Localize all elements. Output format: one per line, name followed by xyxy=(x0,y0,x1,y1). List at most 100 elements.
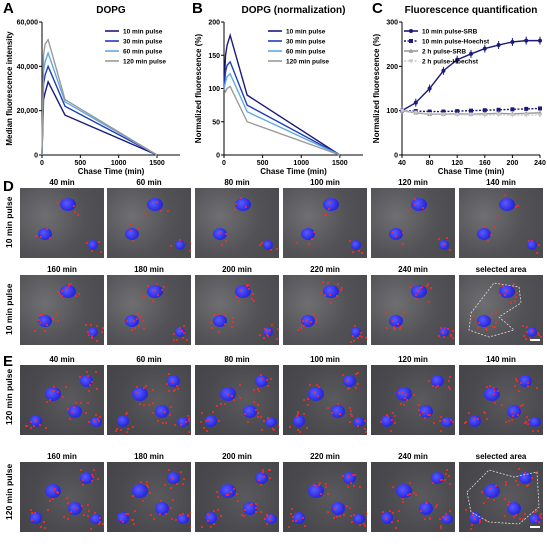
fluorescent-puncta xyxy=(482,226,485,229)
fluorescent-puncta xyxy=(30,427,33,430)
cell-nucleus xyxy=(353,514,365,524)
fluorescent-puncta xyxy=(160,500,163,503)
fluorescent-puncta xyxy=(492,499,495,502)
micrograph-image xyxy=(371,188,455,258)
series-line-4 xyxy=(223,85,341,156)
fluorescent-puncta xyxy=(231,321,234,324)
fluorescent-puncta xyxy=(444,326,447,329)
fluorescent-puncta xyxy=(365,510,367,513)
fluorescent-puncta xyxy=(187,430,190,433)
fluorescent-puncta xyxy=(88,510,91,513)
fluorescent-puncta xyxy=(501,403,504,406)
fluorescent-puncta xyxy=(507,503,510,506)
micrograph-image xyxy=(371,275,455,345)
fluorescent-puncta xyxy=(180,329,183,332)
fluorescent-puncta xyxy=(143,404,146,407)
fluorescent-puncta xyxy=(345,379,348,382)
legend-marker xyxy=(409,39,413,43)
fluorescent-puncta xyxy=(414,204,417,207)
fluorescent-puncta xyxy=(162,421,165,424)
micrograph-tile: 220 min xyxy=(283,452,367,532)
fluorescent-puncta xyxy=(526,325,529,328)
x-tick-label: 500 xyxy=(257,160,269,167)
fluorescent-puncta xyxy=(418,404,421,407)
cell-nucleus xyxy=(293,415,305,427)
data-point xyxy=(441,109,446,114)
fluorescent-puncta xyxy=(145,212,148,215)
fluorescent-puncta xyxy=(236,295,239,298)
cell-nucleus xyxy=(90,417,102,427)
fluorescent-puncta xyxy=(538,515,541,518)
legend-label-1: 10 min pulse xyxy=(286,28,326,35)
fluorescent-puncta xyxy=(485,519,488,522)
fluorescent-puncta xyxy=(302,516,305,519)
legend-label-3: 60 min pulse xyxy=(123,48,163,55)
chart-title: Fluorescence quantification xyxy=(405,5,538,16)
fluorescent-puncta xyxy=(233,487,236,490)
fluorescent-puncta xyxy=(227,393,230,396)
legend-label-2: 30 min pulse xyxy=(123,38,163,45)
fluorescent-puncta xyxy=(84,323,87,326)
legend-label-4: 120 min pulse xyxy=(286,58,329,65)
fluorescent-puncta xyxy=(225,233,228,236)
cell-nucleus xyxy=(507,502,521,515)
fluorescent-puncta xyxy=(245,285,248,288)
fluorescent-puncta xyxy=(234,203,237,206)
fluorescent-puncta xyxy=(504,421,507,424)
fluorescent-puncta xyxy=(447,380,450,383)
fluorescent-puncta xyxy=(266,514,269,517)
fluorescent-puncta xyxy=(79,375,82,378)
fluorescent-puncta xyxy=(256,412,259,415)
fluorescent-puncta xyxy=(93,469,96,472)
fluorescent-puncta xyxy=(126,513,129,516)
cell-nucleus xyxy=(477,228,491,240)
fluorescent-puncta xyxy=(137,313,140,316)
fluorescent-puncta xyxy=(491,312,494,315)
fluorescent-puncta xyxy=(493,389,496,392)
fluorescent-puncta xyxy=(394,415,397,418)
fluorescent-puncta xyxy=(158,512,161,515)
fluorescent-puncta xyxy=(495,322,498,325)
fluorescent-puncta xyxy=(301,324,304,327)
data-point xyxy=(455,109,460,114)
fluorescent-puncta xyxy=(426,502,429,505)
data-point xyxy=(468,112,474,118)
fluorescent-puncta xyxy=(143,294,146,297)
chart-fluorescence-quantification: Fluorescence quantification 40 80 120 160 200… xyxy=(372,5,546,176)
fluorescent-puncta xyxy=(262,476,265,479)
fluorescent-puncta xyxy=(360,251,363,254)
fluorescent-puncta xyxy=(312,483,315,486)
fluorescent-puncta xyxy=(170,245,173,248)
data-point xyxy=(399,108,405,114)
fluorescent-puncta xyxy=(303,398,306,401)
fluorescent-puncta xyxy=(529,337,532,340)
fluorescent-puncta xyxy=(405,394,408,396)
fluorescent-puncta xyxy=(217,509,220,512)
fluorescent-puncta xyxy=(401,231,404,234)
fluorescent-puncta xyxy=(538,520,541,523)
fluorescent-puncta xyxy=(429,287,432,290)
fluorescent-puncta xyxy=(464,422,467,425)
fluorescent-puncta xyxy=(510,419,513,422)
fluorescent-puncta xyxy=(151,412,154,415)
fluorescent-puncta xyxy=(448,376,451,379)
fluorescent-puncta xyxy=(230,490,233,493)
fluorescent-puncta xyxy=(517,205,520,207)
micrograph-image xyxy=(107,188,191,258)
fluorescent-puncta xyxy=(172,332,175,335)
fluorescent-puncta xyxy=(254,503,257,506)
cell-nucleus xyxy=(301,228,315,240)
fluorescent-puncta xyxy=(156,293,159,296)
tile-time-label: 240 min xyxy=(398,452,428,461)
fluorescent-puncta xyxy=(445,236,448,239)
fluorescent-puncta xyxy=(295,415,298,418)
fluorescent-puncta xyxy=(336,402,339,405)
fluorescent-puncta xyxy=(414,297,417,300)
fluorescent-puncta xyxy=(265,522,268,525)
fluorescent-puncta xyxy=(64,385,67,388)
cell-nucleus xyxy=(263,327,273,337)
series-line-1 xyxy=(223,32,341,156)
fluorescent-puncta xyxy=(413,197,416,200)
fluorescent-puncta xyxy=(515,480,518,483)
cell-nucleus xyxy=(351,327,361,337)
